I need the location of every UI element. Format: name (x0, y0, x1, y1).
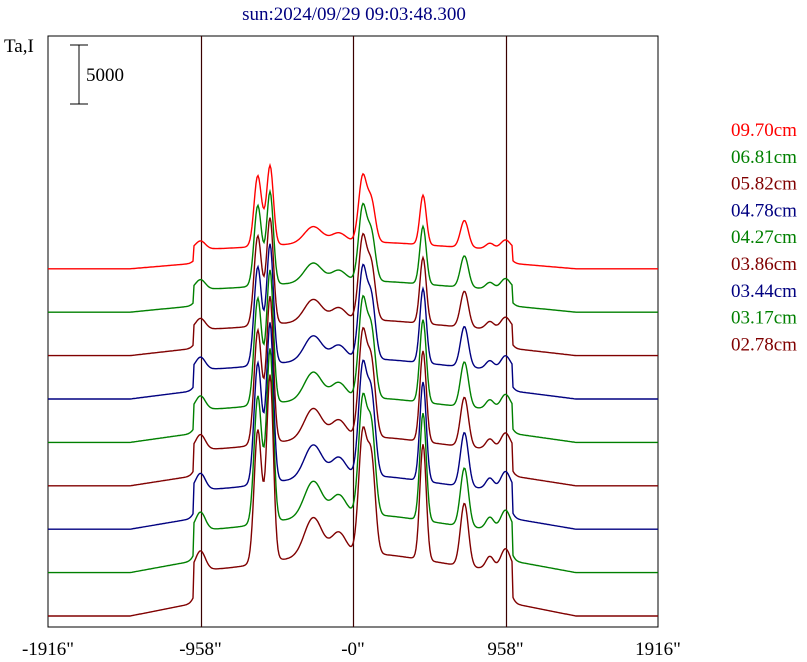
series-lines (48, 162, 658, 617)
legend-item-5: 03.86cm (731, 254, 797, 275)
series-line-04.78cm (48, 243, 658, 400)
legend-item-2: 05.82cm (731, 174, 797, 195)
series-line-04.27cm (48, 269, 658, 444)
series-line-05.82cm (48, 217, 658, 357)
x-tick-label-3: 958" (487, 639, 523, 660)
series-line-06.81cm (48, 188, 658, 313)
legend: 09.70cm 06.81cm 05.82cm 04.78cm 04.27cm 03.86… (731, 120, 797, 355)
series-line-03.44cm (48, 322, 658, 530)
x-tick-label-0: -1916" (22, 639, 74, 660)
legend-item-8: 02.78cm (731, 334, 797, 355)
scale-bar-label: 5000 (86, 65, 124, 86)
series-line-03.17cm (48, 348, 658, 574)
x-tick-label-2: -0" (341, 639, 365, 660)
x-tick-label-1: -958" (179, 639, 222, 660)
x-tick-label-4: 1916" (635, 639, 681, 660)
series-line-02.78cm (48, 374, 658, 617)
legend-item-4: 04.27cm (731, 227, 797, 248)
chart-title: sun:2024/09/29 09:03:48.300 (242, 4, 466, 25)
legend-item-1: 06.81cm (731, 147, 797, 168)
legend-item-3: 04.78cm (731, 200, 797, 221)
vertical-reference-lines (200, 36, 508, 627)
y-axis-label: Ta,I (4, 36, 34, 57)
legend-item-0: 09.70cm (731, 120, 797, 141)
legend-item-6: 03.44cm (731, 281, 797, 302)
series-line-09.70cm (48, 162, 658, 270)
scale-bar: 5000 (70, 44, 124, 105)
series-line-03.86cm (48, 295, 658, 487)
x-tick-labels: -1916" -958" -0" 958" 1916" (22, 639, 681, 660)
legend-item-7: 03.17cm (731, 308, 797, 329)
